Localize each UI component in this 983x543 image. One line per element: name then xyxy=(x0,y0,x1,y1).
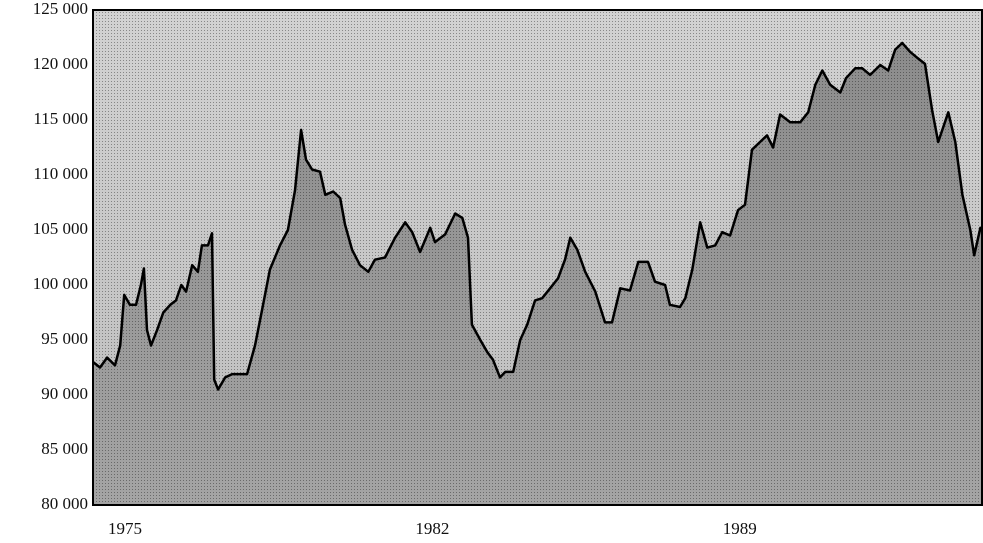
y-tick-label: 100 000 xyxy=(33,274,88,293)
y-tick-label: 90 000 xyxy=(41,384,88,403)
y-tick-label: 95 000 xyxy=(41,329,88,348)
series-line xyxy=(92,41,983,391)
y-tick-label: 85 000 xyxy=(41,439,88,458)
x-tick-label: 1982 xyxy=(415,519,449,538)
y-tick-label: 80 000 xyxy=(41,494,88,513)
x-tick-label: 1975 xyxy=(108,519,142,538)
y-tick-label: 125 000 xyxy=(33,0,88,18)
y-tick-label: 105 000 xyxy=(33,219,88,238)
plot-frame xyxy=(92,9,983,506)
y-tick-label: 110 000 xyxy=(33,164,88,183)
marks xyxy=(92,41,983,505)
area-texture xyxy=(93,43,983,505)
y-tick-label: 115 000 xyxy=(33,109,88,128)
x-tick-label: 1989 xyxy=(723,519,757,538)
y-tick-label: 120 000 xyxy=(33,54,88,73)
